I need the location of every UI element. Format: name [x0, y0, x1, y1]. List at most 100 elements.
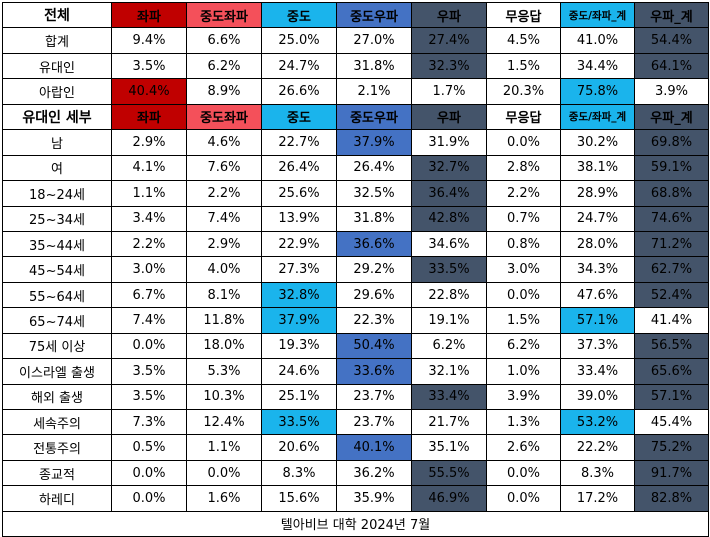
cell-no-answer: 0.7%: [486, 205, 561, 232]
table-row: 45~54세 3.0% 4.0% 27.3% 29.2% 33.5% 3.0% 34.3% 62…: [2, 256, 709, 283]
table-row: 아랍인 40.4% 8.9% 26.6% 2.1% 1.7% 20.3% 75.8% 3.9%: [2, 78, 709, 105]
cell-right-total: 59.1%: [634, 154, 709, 182]
cell-center: 19.3%: [261, 332, 337, 360]
cell-no-answer: 1.5%: [486, 52, 561, 80]
cell-center-right: 31.8%: [336, 52, 412, 80]
cell-center: 37.9%: [261, 307, 337, 334]
cell-left: 6.7%: [111, 281, 187, 309]
cell-center-right: 31.8%: [336, 205, 412, 232]
table-row: 18~24세 1.1% 2.2% 25.6% 32.5% 36.4% 2.2% 28.9% 68…: [2, 180, 709, 207]
cell-left: 3.5%: [111, 358, 187, 385]
cell-center-left: 10.3%: [186, 383, 262, 411]
cell-right: 35.1%: [411, 434, 487, 461]
cell-no-answer: 3.9%: [486, 383, 561, 411]
cell-left: 3.5%: [111, 383, 187, 411]
cell-center-right: 23.7%: [336, 408, 412, 436]
cell-center-left-total: 22.2%: [560, 434, 635, 461]
footer-row: 텔아비브 대학 2024년 7월: [2, 510, 709, 537]
cell-center-left: 4.0%: [186, 256, 262, 283]
cell-right: 36.4%: [411, 180, 487, 207]
cell-center-right: 26.4%: [336, 154, 412, 182]
cell-right: 42.8%: [411, 205, 487, 232]
cell-center-left-total: 41.0%: [560, 27, 635, 54]
cell-center-left: 5.3%: [186, 358, 262, 385]
row-label: 합계: [2, 27, 112, 54]
table-row: 전통주의 0.5% 1.1% 20.6% 40.1% 35.1% 2.6% 22.2% 75.2…: [2, 434, 709, 461]
cell-right-total: 57.1%: [634, 383, 709, 411]
cell-left: 0.0%: [111, 485, 187, 512]
cell-center-left-total: 39.0%: [560, 383, 635, 411]
overall-col-header-no-answer: 무응답: [486, 1, 561, 29]
cell-no-answer: 2.2%: [486, 180, 561, 207]
overall-col-header-center-left-total: 중도/좌파_계: [560, 1, 635, 29]
cell-right-total: 75.2%: [634, 434, 709, 461]
cell-right-total: 56.5%: [634, 332, 709, 360]
table-row: 종교적 0.0% 0.0% 8.3% 36.2% 55.5% 0.0% 8.3% 91.7%: [2, 459, 709, 487]
cell-right-total: 41.4%: [634, 307, 709, 334]
cell-left: 0.0%: [111, 459, 187, 487]
table-row: 여 4.1% 7.6% 26.4% 26.4% 32.7% 2.8% 38.1% 59.1%: [2, 154, 709, 182]
cell-center-left: 6.2%: [186, 52, 262, 80]
jewish-col-header-right: 우파: [411, 103, 487, 131]
cell-center-left-total: 17.2%: [560, 485, 635, 512]
overall-header-label: 전체: [2, 1, 112, 29]
table-row: 65~74세 7.4% 11.8% 37.9% 22.3% 19.1% 1.5% 57.1% 4…: [2, 307, 709, 334]
cell-center-left-total: 8.3%: [560, 459, 635, 487]
cell-right: 34.6%: [411, 230, 487, 258]
cell-right: 1.7%: [411, 78, 487, 105]
cell-right: 22.8%: [411, 281, 487, 309]
cell-center: 32.8%: [261, 281, 337, 309]
cell-right: 31.9%: [411, 129, 487, 156]
cell-center-left-total: 34.4%: [560, 52, 635, 80]
cell-no-answer: 6.2%: [486, 332, 561, 360]
row-label: 전통주의: [2, 434, 112, 461]
cell-right-total: 71.2%: [634, 230, 709, 258]
cell-no-answer: 20.3%: [486, 78, 561, 105]
cell-left: 1.1%: [111, 180, 187, 207]
overall-header-row: 전체 좌파 중도좌파 중도 중도우파 우파 무응답 중도/좌파_계 우파_계: [2, 1, 709, 29]
cell-right: 46.9%: [411, 485, 487, 512]
cell-left: 7.3%: [111, 408, 187, 436]
cell-center-left: 2.9%: [186, 230, 262, 258]
cell-right: 55.5%: [411, 459, 487, 487]
cell-center: 22.9%: [261, 230, 337, 258]
cell-center: 15.6%: [261, 485, 337, 512]
cell-center-right: 23.7%: [336, 383, 412, 411]
cell-center-left-total: 28.0%: [560, 230, 635, 258]
cell-no-answer: 4.5%: [486, 27, 561, 54]
cell-center: 13.9%: [261, 205, 337, 232]
cell-left: 2.2%: [111, 230, 187, 258]
cell-center-left-total: 37.3%: [560, 332, 635, 360]
row-label: 18~24세: [2, 180, 112, 207]
cell-left: 9.4%: [111, 27, 187, 54]
cell-center: 33.5%: [261, 408, 337, 436]
cell-center-right: 27.0%: [336, 27, 412, 54]
cell-no-answer: 2.6%: [486, 434, 561, 461]
jewish-col-header-no-answer: 무응답: [486, 103, 561, 131]
cell-center: 26.6%: [261, 78, 337, 105]
cell-center-left-total: 38.1%: [560, 154, 635, 182]
table-row: 세속주의 7.3% 12.4% 33.5% 23.7% 21.7% 1.3% 53.2% 45.…: [2, 408, 709, 436]
cell-center-right: 22.3%: [336, 307, 412, 334]
cell-left: 2.9%: [111, 129, 187, 156]
table-row: 해외 출생 3.5% 10.3% 25.1% 23.7% 33.4% 3.9% 39.0% 57…: [2, 383, 709, 411]
cell-center-left-total: 34.3%: [560, 256, 635, 283]
cell-center-left: 18.0%: [186, 332, 262, 360]
cell-center-right: 36.2%: [336, 459, 412, 487]
cell-right: 6.2%: [411, 332, 487, 360]
cell-right: 32.1%: [411, 358, 487, 385]
cell-center: 24.7%: [261, 52, 337, 80]
cell-center: 25.0%: [261, 27, 337, 54]
cell-no-answer: 0.8%: [486, 230, 561, 258]
jewish-col-header-right-total: 우파_계: [634, 103, 709, 131]
cell-center-left-total: 24.7%: [560, 205, 635, 232]
cell-right: 19.1%: [411, 307, 487, 334]
cell-right: 32.3%: [411, 52, 487, 80]
cell-no-answer: 1.5%: [486, 307, 561, 334]
cell-right-total: 65.6%: [634, 358, 709, 385]
cell-left: 3.5%: [111, 52, 187, 80]
cell-right-total: 62.7%: [634, 256, 709, 283]
cell-no-answer: 1.3%: [486, 408, 561, 436]
cell-left: 7.4%: [111, 307, 187, 334]
cell-center-left: 7.6%: [186, 154, 262, 182]
